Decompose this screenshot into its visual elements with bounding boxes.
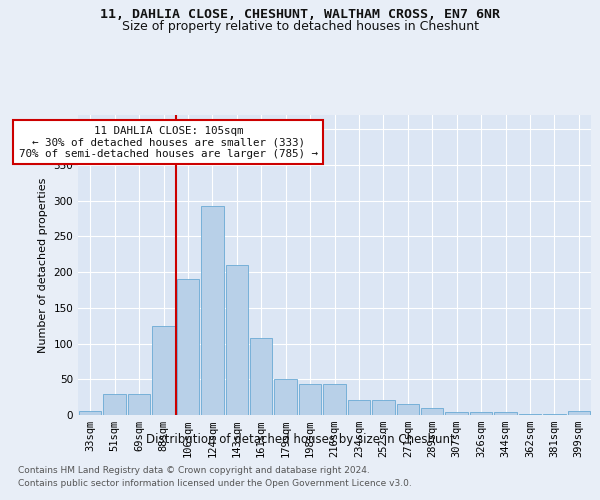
Bar <box>226 265 248 415</box>
Bar <box>152 326 175 415</box>
Bar <box>543 414 566 415</box>
Text: Contains HM Land Registry data © Crown copyright and database right 2024.: Contains HM Land Registry data © Crown c… <box>18 466 370 475</box>
Bar <box>568 412 590 415</box>
Bar <box>274 380 297 415</box>
Bar <box>421 408 443 415</box>
Bar <box>347 400 370 415</box>
Text: Contains public sector information licensed under the Open Government Licence v3: Contains public sector information licen… <box>18 479 412 488</box>
Bar <box>397 404 419 415</box>
Bar <box>176 280 199 415</box>
Bar <box>79 412 101 415</box>
Bar <box>494 412 517 415</box>
Y-axis label: Number of detached properties: Number of detached properties <box>38 178 48 352</box>
Bar <box>201 206 224 415</box>
Bar <box>250 338 272 415</box>
Text: 11, DAHLIA CLOSE, CHESHUNT, WALTHAM CROSS, EN7 6NR: 11, DAHLIA CLOSE, CHESHUNT, WALTHAM CROS… <box>100 8 500 20</box>
Bar <box>518 414 541 415</box>
Bar <box>103 394 126 415</box>
Bar <box>299 384 322 415</box>
Bar <box>445 412 468 415</box>
Bar <box>372 400 395 415</box>
Text: 11 DAHLIA CLOSE: 105sqm
← 30% of detached houses are smaller (333)
70% of semi-d: 11 DAHLIA CLOSE: 105sqm ← 30% of detache… <box>19 126 318 159</box>
Bar <box>128 394 151 415</box>
Text: Size of property relative to detached houses in Cheshunt: Size of property relative to detached ho… <box>121 20 479 33</box>
Text: Distribution of detached houses by size in Cheshunt: Distribution of detached houses by size … <box>146 432 454 446</box>
Bar <box>470 412 493 415</box>
Bar <box>323 384 346 415</box>
